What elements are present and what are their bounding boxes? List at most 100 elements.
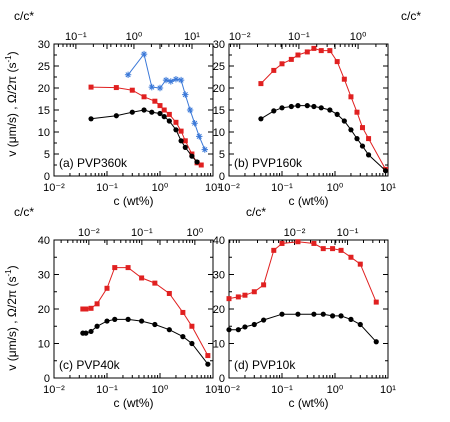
data-point-circle <box>271 108 277 114</box>
y-tick-label: 30 <box>213 39 225 51</box>
top-tick-label: 10⁻¹ <box>337 227 359 239</box>
x-tick-label: 10⁻² <box>218 384 240 396</box>
top-tick-label: 10⁻¹ <box>131 227 153 239</box>
top-tick-label: 10⁻¹ <box>288 31 310 43</box>
x-tick-label: 10⁻² <box>218 182 240 194</box>
data-point-square <box>189 323 195 329</box>
top-axis-title: c/c* <box>246 205 266 219</box>
y-tick-label: 10 <box>38 339 50 351</box>
data-point-square <box>258 81 264 87</box>
x-tick-label: 10¹ <box>380 384 396 396</box>
data-point-square <box>338 247 344 253</box>
y-axis-title-superscript: -1 <box>4 269 13 277</box>
data-point-star <box>162 76 170 84</box>
y-axis-title-text: v (μm/s) , Ω/2π (s <box>5 62 19 156</box>
top-tick-label: 10¹ <box>184 31 200 43</box>
y-axis-title-close: ) <box>5 265 19 269</box>
data-point-square <box>125 265 131 271</box>
data-point-square <box>348 94 354 100</box>
data-point-circle <box>334 111 340 117</box>
panel-c: 10⁻² 10⁻¹ 10⁰ 10¹ 10⁻² 10⁻¹ 10⁰ 0 10 20 30 40 (c) PV… <box>38 227 222 410</box>
y-tick-label: 30 <box>38 39 50 51</box>
data-point-square <box>161 107 167 113</box>
data-point-circle <box>251 321 257 328</box>
data-point-square <box>88 84 94 90</box>
data-point-circle <box>104 318 110 324</box>
data-point-circle <box>242 324 248 330</box>
data-point-circle <box>182 144 188 150</box>
data-point-circle <box>329 313 336 319</box>
series-line <box>260 105 386 172</box>
x-tick-label: 10⁰ <box>152 182 169 194</box>
y-tick-label: 30 <box>38 270 50 282</box>
data-point-square <box>198 162 204 168</box>
top-tick-label: 10⁰ <box>126 31 143 43</box>
data-point-star <box>177 76 185 84</box>
data-point-square <box>112 265 118 271</box>
data-point-circle <box>318 105 324 111</box>
data-point-square <box>359 125 365 131</box>
data-point-square <box>113 85 119 91</box>
data-point-square <box>334 59 340 65</box>
data-point-circle <box>166 118 172 124</box>
y-tick-label: 0 <box>44 171 50 183</box>
data-point-square <box>261 282 267 288</box>
data-point-circle <box>157 110 163 117</box>
top-axis-title: c/c* <box>14 9 34 23</box>
data-point-circle <box>311 103 317 110</box>
data-point-square <box>373 299 379 305</box>
data-point-circle <box>113 113 119 119</box>
y-axis-title-bottom: v (μm/s) , Ω/2π (s-1) <box>4 265 19 370</box>
y-tick-label: 25 <box>213 61 225 73</box>
data-point-star <box>201 146 208 153</box>
data-point-square <box>83 306 89 312</box>
data-point-circle <box>189 340 195 347</box>
top-tick-label: 10⁰ <box>187 227 204 239</box>
x-axis-title: c (wt%) <box>289 194 329 208</box>
data-point-circle <box>311 311 317 317</box>
data-point-circle <box>373 339 379 345</box>
data-point-circle <box>194 159 200 165</box>
y-tick-label: 15 <box>38 105 50 117</box>
data-point-star <box>140 50 148 58</box>
data-point-circle <box>88 328 94 335</box>
data-point-square <box>173 119 179 125</box>
data-point-circle <box>365 152 372 158</box>
top-tick-label: 10⁻² <box>78 227 100 239</box>
x-tick-label: 10⁰ <box>327 182 344 194</box>
data-point-circle <box>88 116 94 122</box>
data-point-circle <box>279 311 285 317</box>
data-point-square <box>152 98 158 104</box>
data-point-star <box>191 120 198 127</box>
data-point-square <box>180 309 186 315</box>
x-axis-title: c (wt%) <box>289 396 329 410</box>
data-point-circle <box>189 153 195 159</box>
data-point-circle <box>348 127 354 133</box>
y-axis-title-text: v (μm/s) , Ω/2π (s <box>5 276 19 370</box>
data-point-circle <box>152 321 158 328</box>
data-point-circle <box>161 114 167 120</box>
data-point-square <box>279 240 285 246</box>
data-point-star <box>156 84 164 92</box>
data-point-square <box>141 94 147 100</box>
y-tick-label: 20 <box>38 83 50 95</box>
top-tick-label: 10⁻¹ <box>65 31 87 43</box>
data-point-circle <box>141 107 147 113</box>
data-point-square <box>166 111 172 117</box>
data-point-circle <box>205 361 211 367</box>
data-point-star <box>182 91 189 98</box>
y-axis-title-close: ) <box>5 51 19 55</box>
data-point-circle <box>139 318 145 324</box>
series-line <box>229 313 377 343</box>
data-point-circle <box>341 118 347 124</box>
data-point-square <box>288 56 294 62</box>
data-point-square <box>94 301 100 307</box>
top-tick-label: 10⁻² <box>229 31 251 43</box>
x-axis-title: c (wt%) <box>114 396 154 410</box>
x-tick-label: 10¹ <box>205 384 221 396</box>
data-point-square <box>139 275 145 281</box>
data-point-square <box>166 290 172 296</box>
x-tick-label: 10⁰ <box>152 384 169 396</box>
data-point-circle <box>338 313 344 319</box>
x-tick-label: 10¹ <box>380 182 396 194</box>
